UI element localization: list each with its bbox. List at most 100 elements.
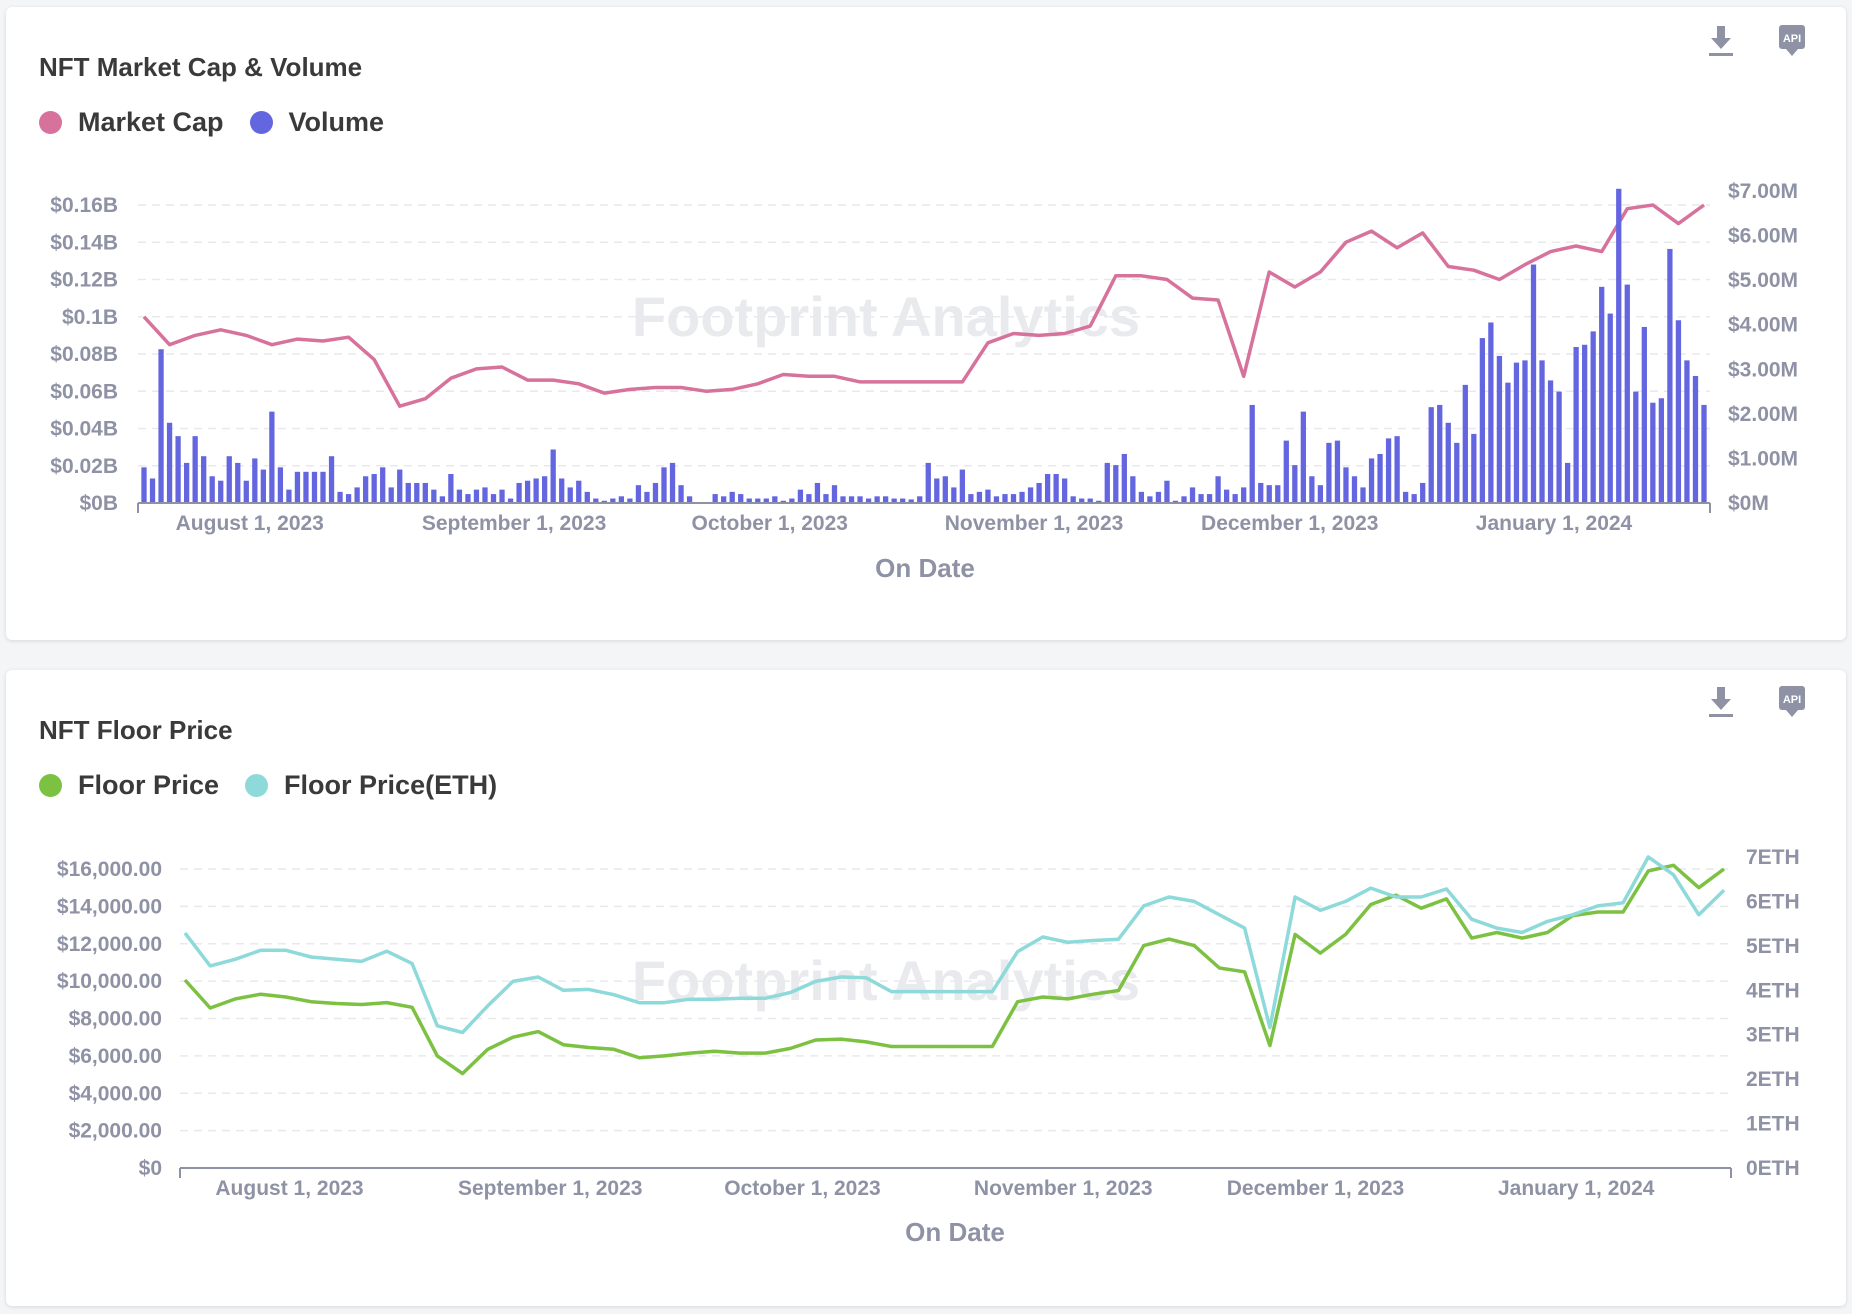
volume-bar bbox=[252, 458, 258, 503]
volume-bar bbox=[644, 491, 650, 503]
y-left-tick-label: $0.02B bbox=[50, 455, 118, 478]
legend-item-floor-price-eth[interactable]: Floor Price(ETH) bbox=[245, 770, 497, 801]
volume-bar bbox=[1104, 462, 1110, 503]
volume-bar bbox=[806, 494, 812, 503]
y-left-tick-label: $0.14B bbox=[50, 231, 118, 254]
volume-bar bbox=[524, 480, 531, 503]
volume-bar bbox=[380, 467, 386, 503]
volume-bar bbox=[865, 498, 872, 503]
volume-bar bbox=[158, 349, 164, 503]
download-icon[interactable] bbox=[1703, 684, 1739, 720]
volume-bar bbox=[686, 496, 693, 503]
legend-item-market-cap[interactable]: Market Cap bbox=[39, 107, 224, 138]
api-icon[interactable]: API bbox=[1774, 684, 1810, 720]
y-right-tick-label: 1ETH bbox=[1746, 1113, 1800, 1136]
volume-bar bbox=[311, 471, 318, 503]
volume-bar bbox=[303, 471, 309, 503]
volume-bar bbox=[934, 478, 940, 503]
volume-bar bbox=[882, 496, 889, 503]
volume-bar bbox=[542, 476, 548, 503]
x-axis-title: On Date bbox=[905, 1217, 1005, 1247]
volume-bar bbox=[1334, 440, 1341, 503]
legend-label: Volume bbox=[288, 107, 385, 137]
volume-bar bbox=[1445, 422, 1451, 503]
volume-bar bbox=[789, 498, 795, 503]
y-right-tick-label: $2.00M bbox=[1728, 403, 1798, 426]
y-right-tick-label: $4.00M bbox=[1728, 314, 1798, 337]
api-icon[interactable]: API bbox=[1774, 23, 1810, 59]
volume-bar bbox=[1411, 494, 1417, 503]
y-right-tick-label: $6.00M bbox=[1728, 225, 1798, 248]
volume-bar bbox=[499, 489, 505, 503]
volume-bar bbox=[201, 456, 207, 503]
volume-bar bbox=[567, 487, 573, 503]
y-right-tick-label: 2ETH bbox=[1746, 1068, 1800, 1091]
volume-bar bbox=[345, 494, 352, 503]
volume-bar bbox=[814, 482, 821, 503]
volume-bar bbox=[166, 422, 173, 503]
y-right-tick-label: $0M bbox=[1728, 492, 1769, 515]
volume-bar bbox=[601, 500, 607, 503]
volume-bar bbox=[141, 467, 147, 503]
volume-bar bbox=[1155, 491, 1162, 503]
volume-bar bbox=[277, 467, 284, 503]
volume-bar bbox=[192, 436, 198, 503]
volume-bar bbox=[235, 462, 241, 503]
volume-bar bbox=[1428, 407, 1434, 503]
volume-bar bbox=[320, 471, 326, 503]
volume-bar bbox=[925, 462, 931, 503]
volume-bar bbox=[1309, 476, 1315, 503]
volume-bar bbox=[286, 489, 292, 503]
volume-bar bbox=[746, 498, 752, 503]
volume-bar bbox=[976, 491, 983, 503]
volume-bar bbox=[1044, 474, 1051, 503]
volume-bar bbox=[490, 494, 497, 503]
volume-bar bbox=[439, 496, 446, 503]
volume-bar bbox=[968, 494, 974, 503]
volume-bar bbox=[1454, 442, 1460, 503]
x-tick-label: September 1, 2023 bbox=[458, 1177, 642, 1200]
y-left-tick-label: $0.1B bbox=[62, 306, 118, 329]
download-icon[interactable] bbox=[1703, 23, 1739, 59]
x-tick-label: January 1, 2024 bbox=[1476, 512, 1633, 535]
volume-bar bbox=[516, 482, 522, 503]
volume-bar bbox=[738, 494, 744, 503]
volume-bar bbox=[721, 496, 727, 503]
volume-bar bbox=[1496, 355, 1503, 503]
legend-item-floor-price[interactable]: Floor Price bbox=[39, 770, 219, 801]
volume-bar bbox=[848, 496, 855, 503]
volume-bar bbox=[712, 494, 718, 503]
y-right-tick-label: 6ETH bbox=[1746, 890, 1800, 913]
floor-price-eth-line bbox=[183, 855, 1726, 1035]
volume-bar bbox=[1266, 485, 1272, 503]
volume-bar bbox=[755, 498, 761, 503]
y-left-tick-label: $12,000.00 bbox=[57, 933, 162, 956]
volume-bar bbox=[183, 462, 190, 503]
volume-bar bbox=[1692, 375, 1699, 503]
volume-bar bbox=[456, 489, 463, 503]
floor-price-card: NFT Floor Price Floor Price Floor Price(… bbox=[6, 670, 1846, 1306]
volume-bar bbox=[226, 456, 232, 503]
volume-bar bbox=[1053, 474, 1059, 503]
volume-bar bbox=[1564, 462, 1571, 503]
volume-bar bbox=[891, 498, 897, 503]
volume-bar bbox=[405, 482, 411, 503]
volume-bar bbox=[550, 449, 556, 503]
volume-bar bbox=[857, 496, 863, 503]
legend-item-volume[interactable]: Volume bbox=[249, 107, 385, 138]
y-left-tick-label: $14,000.00 bbox=[57, 895, 162, 918]
volume-bar bbox=[985, 489, 991, 503]
volume-bar bbox=[772, 496, 778, 503]
volume-bar bbox=[218, 480, 224, 503]
y-left-tick-label: $0.06B bbox=[50, 380, 118, 403]
volume-bar bbox=[1343, 467, 1349, 503]
volume-bar bbox=[422, 482, 428, 503]
volume-bar bbox=[269, 411, 275, 503]
volume-bar bbox=[1633, 391, 1639, 503]
volume-bar bbox=[942, 476, 948, 503]
volume-bar bbox=[1241, 487, 1247, 503]
volume-bar bbox=[1181, 496, 1187, 503]
volume-bar bbox=[1641, 326, 1647, 503]
y-left-tick-label: $0.16B bbox=[50, 194, 118, 217]
volume-bar bbox=[1249, 404, 1255, 503]
